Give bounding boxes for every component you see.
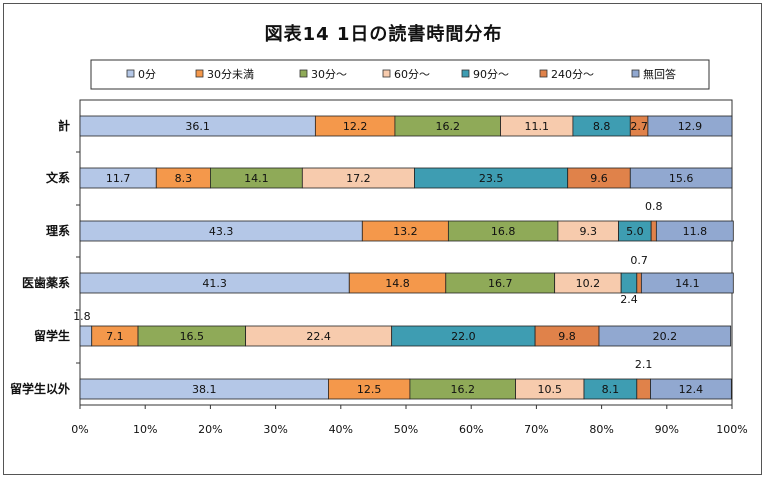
data-label: 0.8: [645, 200, 663, 213]
data-label: 22.0: [451, 330, 476, 343]
data-label: 12.2: [343, 120, 368, 133]
bar-segment: [650, 220, 657, 242]
legend-swatch: [126, 69, 135, 78]
data-label: 9.3: [579, 225, 597, 238]
data-label: 14.8: [385, 277, 410, 290]
data-label: 12.4: [679, 383, 704, 396]
x-tick-label: 70%: [524, 423, 548, 436]
data-label: 11.8: [683, 225, 708, 238]
category-label: 医歯薬系: [22, 275, 70, 290]
bar-segment: [636, 272, 642, 294]
legend-label: 90分～: [473, 68, 509, 81]
data-label: 14.1: [244, 172, 269, 185]
legend-label: 30分～: [311, 68, 347, 81]
bar-segment: [650, 378, 732, 400]
x-tick-label: 20%: [198, 423, 222, 436]
data-label: 10.5: [538, 383, 563, 396]
data-label: 11.7: [106, 172, 131, 185]
data-label: 41.3: [202, 277, 227, 290]
data-label: 10.2: [576, 277, 601, 290]
data-label: 12.9: [678, 120, 703, 133]
x-tick-label: 40%: [329, 423, 353, 436]
legend-label: 60分～: [394, 68, 430, 81]
data-label: 16.7: [488, 277, 513, 290]
category-label: 計: [58, 118, 70, 133]
bar-segment: [629, 167, 733, 189]
x-tick-label: 80%: [589, 423, 613, 436]
legend-swatch: [195, 69, 204, 78]
data-label: 5.0: [626, 225, 644, 238]
data-label: 7.1: [106, 330, 124, 343]
chart-title: 図表14 1日の読書時間分布: [264, 24, 503, 45]
plot-area: [79, 99, 733, 406]
bar-segment: [647, 115, 733, 137]
x-tick-label: 0%: [71, 423, 88, 436]
data-label: 14.1: [675, 277, 700, 290]
data-label: 0.7: [630, 254, 648, 267]
data-label: 11.1: [524, 120, 549, 133]
legend-swatch: [382, 69, 391, 78]
legend-label: 30分未満: [207, 68, 254, 81]
bar-segment: [598, 325, 732, 347]
legend-swatch: [539, 69, 548, 78]
data-label: 1.8: [73, 310, 91, 323]
data-label: 17.2: [346, 172, 371, 185]
legend-box: [90, 59, 710, 90]
bar-segment: [655, 220, 734, 242]
x-tick-label: 10%: [133, 423, 157, 436]
data-label: 13.2: [393, 225, 418, 238]
data-label: 38.1: [192, 383, 217, 396]
legend-label: 0分: [138, 68, 156, 81]
data-label: 9.6: [590, 172, 608, 185]
legend-label: 240分～: [551, 68, 594, 81]
data-label: 8.1: [602, 383, 620, 396]
data-label: 15.6: [669, 172, 694, 185]
bar-segment: [636, 378, 651, 400]
data-label: 20.2: [653, 330, 678, 343]
data-label: 8.8: [593, 120, 611, 133]
data-label: 2.4: [620, 293, 638, 306]
category-label: 留学生: [34, 328, 70, 343]
data-label: 2.1: [635, 358, 653, 371]
legend-swatch: [299, 69, 308, 78]
data-label: 16.8: [491, 225, 516, 238]
data-label: 9.8: [558, 330, 576, 343]
data-label: 23.5: [479, 172, 504, 185]
data-label: 12.5: [357, 383, 382, 396]
legend-swatch: [461, 69, 470, 78]
data-label: 16.5: [180, 330, 205, 343]
data-label: 36.1: [185, 120, 210, 133]
category-label: 理系: [46, 223, 70, 238]
data-label: 2.7: [630, 120, 648, 133]
data-label: 16.2: [435, 120, 460, 133]
bar-segment: [640, 272, 734, 294]
x-tick-label: 100%: [716, 423, 747, 436]
data-label: 43.3: [209, 225, 234, 238]
data-label: 16.2: [450, 383, 475, 396]
bar-segment: [79, 325, 93, 347]
bar-segment: [620, 272, 638, 294]
category-label: 留学生以外: [10, 381, 70, 396]
data-label: 8.3: [175, 172, 193, 185]
category-label: 文系: [46, 170, 70, 185]
x-tick-label: 90%: [655, 423, 679, 436]
x-tick-label: 50%: [394, 423, 418, 436]
x-tick-label: 60%: [459, 423, 483, 436]
legend-label: 無回答: [643, 67, 676, 81]
data-label: 22.4: [306, 330, 331, 343]
x-tick-label: 30%: [263, 423, 287, 436]
legend-swatch: [631, 69, 640, 78]
